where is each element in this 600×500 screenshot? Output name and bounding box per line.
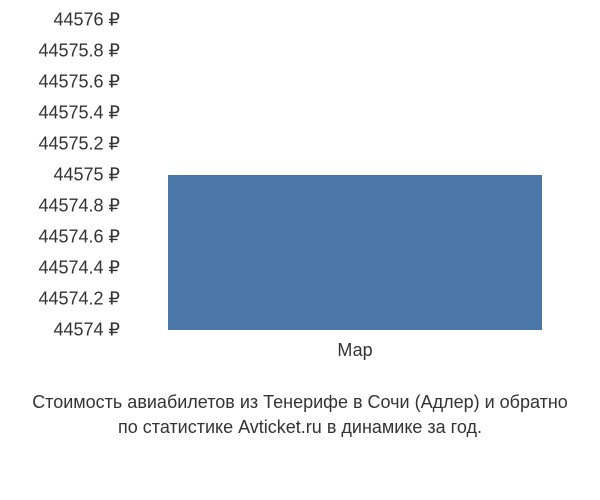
x-axis: Мар: [135, 335, 575, 365]
y-tick-label: 44575.6 ₽: [38, 72, 120, 93]
y-tick-label: 44574 ₽: [53, 320, 120, 341]
y-tick-label: 44575.4 ₽: [38, 103, 120, 124]
y-tick-label: 44574.4 ₽: [38, 258, 120, 279]
y-tick-label: 44574.2 ₽: [38, 289, 120, 310]
y-tick-label: 44575 ₽: [53, 165, 120, 186]
y-axis: 44576 ₽44575.8 ₽44575.6 ₽44575.4 ₽44575.…: [0, 20, 130, 330]
bar: [168, 175, 542, 330]
plot-area: [135, 20, 575, 330]
caption-line-1: Стоимость авиабилетов из Тенерифе в Сочи…: [32, 392, 568, 412]
y-tick-label: 44574.6 ₽: [38, 227, 120, 248]
chart-container: 44576 ₽ 44575.8 ₽ 44575.6 ₽ 44575.4 ₽ 44575.…: [0, 0, 600, 360]
chart-caption: Стоимость авиабилетов из Тенерифе в Сочи…: [0, 390, 600, 440]
y-tick-label: 44574.8 ₽: [38, 196, 120, 217]
y-tick-label: 44575.8 ₽: [38, 41, 120, 62]
caption-line-2: по статистике Avticket.ru в динамике за …: [118, 417, 482, 437]
y-tick-label: 44575.2 ₽: [38, 134, 120, 155]
x-tick-label: Мар: [337, 340, 372, 361]
y-tick-label: 44576 ₽: [53, 10, 120, 31]
